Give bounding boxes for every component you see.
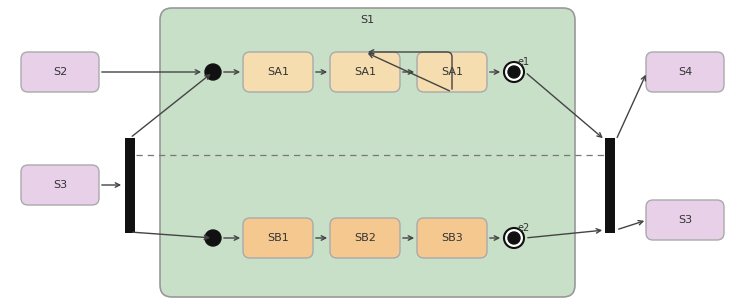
Text: S2: S2 bbox=[53, 67, 67, 77]
Circle shape bbox=[508, 66, 520, 78]
Bar bbox=[125, 138, 135, 232]
FancyBboxPatch shape bbox=[417, 218, 487, 258]
Text: SB2: SB2 bbox=[354, 233, 376, 243]
Text: SA1: SA1 bbox=[267, 67, 289, 77]
Text: e1: e1 bbox=[518, 57, 530, 67]
Text: SB1: SB1 bbox=[267, 233, 289, 243]
Circle shape bbox=[205, 64, 221, 80]
Text: SB3: SB3 bbox=[441, 233, 463, 243]
Circle shape bbox=[205, 230, 221, 246]
FancyBboxPatch shape bbox=[646, 52, 724, 92]
FancyBboxPatch shape bbox=[330, 218, 400, 258]
Text: S1: S1 bbox=[361, 15, 374, 25]
FancyBboxPatch shape bbox=[21, 52, 99, 92]
FancyBboxPatch shape bbox=[417, 52, 487, 92]
FancyBboxPatch shape bbox=[243, 218, 313, 258]
FancyBboxPatch shape bbox=[160, 8, 575, 297]
FancyBboxPatch shape bbox=[646, 200, 724, 240]
FancyBboxPatch shape bbox=[243, 52, 313, 92]
Text: SA1: SA1 bbox=[354, 67, 376, 77]
Circle shape bbox=[508, 232, 520, 244]
Text: e2: e2 bbox=[518, 223, 530, 233]
FancyBboxPatch shape bbox=[330, 52, 400, 92]
Bar bbox=[605, 138, 615, 232]
Text: S3: S3 bbox=[53, 180, 67, 190]
Text: S3: S3 bbox=[678, 215, 692, 225]
Circle shape bbox=[504, 228, 524, 248]
Text: S4: S4 bbox=[678, 67, 692, 77]
Text: SA1: SA1 bbox=[441, 67, 463, 77]
Circle shape bbox=[504, 62, 524, 82]
FancyBboxPatch shape bbox=[21, 165, 99, 205]
